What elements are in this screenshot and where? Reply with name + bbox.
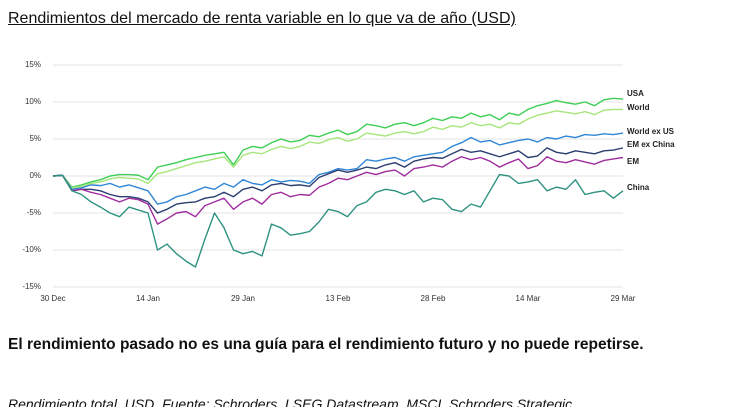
x-tick-label: 29 Mar: [611, 294, 636, 303]
y-tick-label: 10%: [25, 97, 41, 106]
legend-label: EM: [627, 157, 639, 166]
y-tick-label: 15%: [25, 60, 41, 69]
y-tick-label: -5%: [27, 208, 41, 217]
y-tick-label: 5%: [29, 134, 41, 143]
x-tick-label: 14 Jan: [136, 294, 160, 303]
chart: -15% -10% -5% 0% 5% 10% 15% 30 Dec 14 Jan 29 Jan 1…: [22, 60, 675, 303]
y-tick-label: -15%: [22, 282, 41, 291]
legend-label: China: [627, 183, 650, 192]
series-line: [52, 108, 623, 189]
series-line: [52, 97, 624, 188]
disclaimer: El rendimiento pasado no es una guía par…: [8, 336, 644, 353]
legend-label: World ex US: [627, 127, 675, 136]
series-line: [52, 132, 624, 205]
chart-title: Rendimientos del mercado de renta variab…: [8, 10, 516, 27]
series-line: [52, 173, 624, 268]
legend-label: USA: [627, 89, 644, 98]
x-tick-label: 28 Feb: [421, 294, 446, 303]
x-tick-label: 13 Feb: [326, 294, 351, 303]
legend-label: World: [627, 103, 650, 112]
x-tick-label: 14 Mar: [516, 294, 541, 303]
x-tick-label: 29 Jan: [231, 294, 255, 303]
x-tick-label: 30 Dec: [40, 294, 65, 303]
series-line: [52, 156, 624, 225]
legend-label: EM ex China: [627, 140, 675, 149]
y-tick-label: 0%: [29, 171, 41, 180]
y-tick-label: -10%: [22, 245, 41, 254]
source: Rendimiento total, USD. Fuente: Schroder…: [8, 396, 573, 407]
series-line: [52, 147, 624, 214]
